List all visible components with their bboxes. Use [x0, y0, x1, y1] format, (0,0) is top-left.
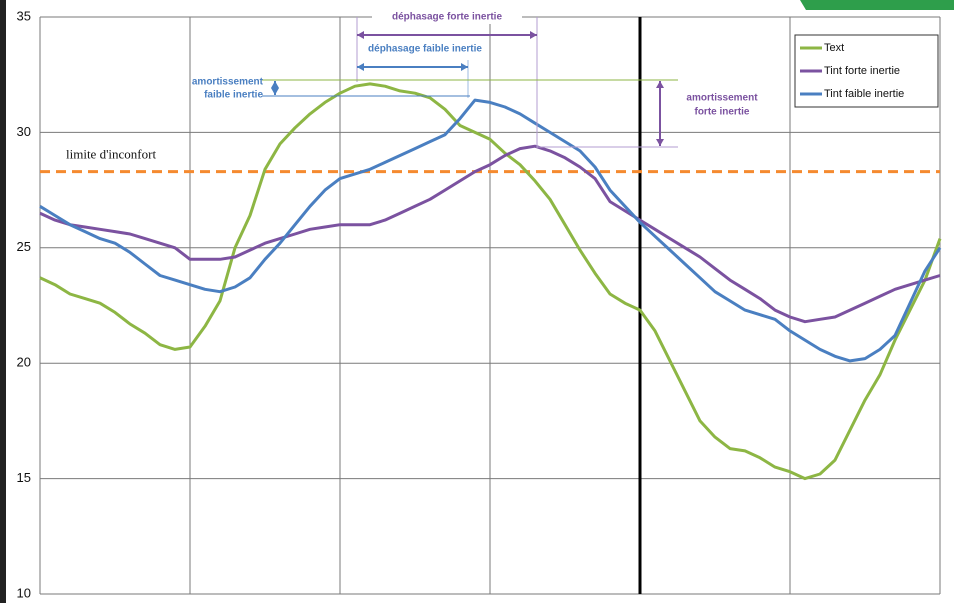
- arrow-head: [357, 31, 364, 39]
- arrow-head: [271, 81, 279, 88]
- lines: [39, 82, 942, 481]
- series-line: [39, 82, 942, 481]
- arrow-head: [656, 81, 664, 88]
- legend-label: Text: [824, 42, 844, 54]
- annotation: déphasage forte inertie: [392, 12, 502, 23]
- y-tick-label: 30: [17, 124, 31, 139]
- threshold-label: limite d'inconfort: [66, 147, 156, 162]
- annotations: déphasage forte inertie déphasage faible …: [192, 10, 758, 148]
- left-edge: [0, 0, 6, 603]
- label-bg: [372, 10, 522, 24]
- legend-label: Tint forte inertie: [824, 65, 900, 77]
- y-tick-label: 15: [17, 470, 31, 485]
- arrow-head: [271, 88, 279, 95]
- legend-label: Tint faible inertie: [824, 88, 904, 100]
- y-tick-label: 10: [17, 585, 31, 600]
- annotation: faible inertie: [204, 90, 263, 101]
- series-line: [39, 144, 941, 324]
- grid: 10 15 20 25 30 35 limite d'inconfort: [17, 8, 941, 600]
- annotation: déphasage faible inertie: [368, 44, 482, 55]
- annotation: amortissement: [192, 77, 264, 88]
- y-tick-label: 25: [17, 239, 31, 254]
- y-tick-label: 35: [17, 8, 31, 23]
- annotation: amortissement: [686, 93, 758, 104]
- arrow-head: [357, 63, 364, 71]
- series-line: [39, 98, 942, 363]
- arrow-head: [656, 139, 664, 146]
- top-tab: [800, 0, 954, 10]
- y-tick-label: 20: [17, 355, 31, 370]
- arrow-head: [461, 63, 468, 71]
- annotation: forte inertie: [694, 107, 749, 118]
- legend: Text Tint forte inertie Tint faible inerti…: [794, 34, 939, 108]
- arrow-head: [530, 31, 537, 39]
